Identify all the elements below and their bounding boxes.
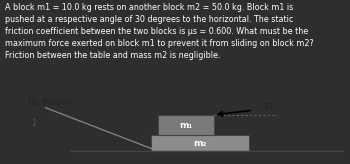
Text: m₂: m₂	[193, 139, 206, 148]
Text: m₁: m₁	[179, 121, 192, 130]
Text: 30°: 30°	[262, 103, 277, 112]
Bar	[158, 115, 214, 135]
Text: 1: 1	[32, 120, 37, 128]
Bar	[150, 135, 248, 151]
Text: A block m1 = 10.0 kg rests on another block m2 = 50.0 kg. Block m1 is
pushed at : A block m1 = 10.0 kg rests on another bl…	[5, 3, 314, 60]
Text: No friction: No friction	[28, 98, 72, 107]
